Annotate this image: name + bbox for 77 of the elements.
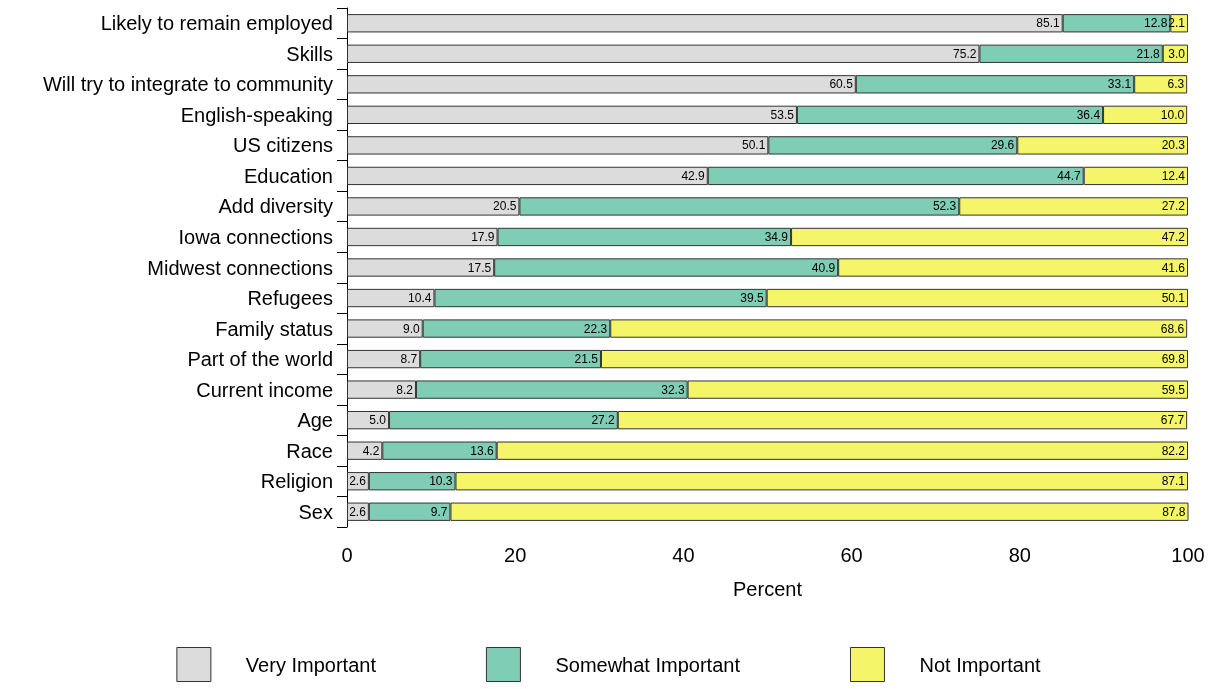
data-label: 82.2 xyxy=(1161,443,1186,458)
data-label: 8.7 xyxy=(400,352,418,367)
data-label: 6.3 xyxy=(1167,77,1185,92)
data-label: 87.8 xyxy=(1162,504,1186,519)
data-label: 33.1 xyxy=(1107,77,1132,92)
data-label: 10.3 xyxy=(429,474,453,489)
data-label: 17.5 xyxy=(467,260,492,275)
data-label: 36.4 xyxy=(1076,107,1101,122)
data-label: 68.6 xyxy=(1160,321,1185,336)
data-label: 2.6 xyxy=(349,504,367,519)
x-tick-label: 0 xyxy=(341,544,353,566)
data-label: 9.7 xyxy=(430,504,448,519)
x-tick-label: 40 xyxy=(672,544,695,566)
x-tick-label: 80 xyxy=(1008,544,1031,566)
data-label: 67.7 xyxy=(1160,413,1185,428)
data-label: 53.5 xyxy=(770,107,795,122)
y-tick-label: Refugees xyxy=(247,287,333,310)
data-label: 10.4 xyxy=(408,291,432,306)
data-label: 59.5 xyxy=(1161,382,1186,397)
data-label: 22.3 xyxy=(583,321,608,336)
data-label: 2.6 xyxy=(349,474,367,489)
data-label: 39.5 xyxy=(740,291,764,306)
y-tick-label: Iowa connections xyxy=(178,225,333,248)
data-label: 12.8 xyxy=(1143,16,1168,31)
data-label: 34.9 xyxy=(764,229,789,244)
y-tick-label: Age xyxy=(297,409,333,432)
y-tick-label: Part of the world xyxy=(187,348,333,371)
data-label: 60.5 xyxy=(829,77,854,92)
data-label: 17.9 xyxy=(471,229,495,244)
data-label: 10.0 xyxy=(1160,107,1185,122)
data-label: 52.3 xyxy=(932,199,957,214)
y-tick-label: Add diversity xyxy=(218,195,333,218)
data-label: 29.6 xyxy=(990,138,1015,153)
y-tick-label: Religion xyxy=(260,470,333,493)
data-label: 69.8 xyxy=(1161,352,1186,367)
data-label: 3.0 xyxy=(1168,46,1186,61)
legend-label: Somewhat Important xyxy=(555,653,741,676)
y-tick-label: Family status xyxy=(215,317,333,340)
y-tick-label: Midwest connections xyxy=(147,256,333,279)
data-label: 8.2 xyxy=(396,382,414,397)
data-label: 4.2 xyxy=(362,443,380,458)
x-tick-label: 100 xyxy=(1171,544,1205,566)
x-tick-label: 20 xyxy=(504,544,527,566)
y-tick-label: US citizens xyxy=(232,134,333,157)
data-label: 85.1 xyxy=(1036,16,1061,31)
data-label: 20.5 xyxy=(493,199,517,214)
y-tick-label: Likely to remain employed xyxy=(100,12,333,35)
data-label: 47.2 xyxy=(1161,229,1186,244)
data-label: 32.3 xyxy=(661,382,685,397)
data-label: 9.0 xyxy=(403,321,421,336)
data-label: 20.3 xyxy=(1161,138,1186,153)
data-label: 44.7 xyxy=(1057,168,1082,183)
legend-label: Very Important xyxy=(245,653,377,676)
data-label: 75.2 xyxy=(953,46,977,61)
y-tick-label: Will try to integrate to community xyxy=(42,73,333,96)
legend-label: Not Important xyxy=(919,653,1042,676)
data-label: 12.4 xyxy=(1161,168,1186,183)
data-label: 21.5 xyxy=(574,352,599,367)
data-label: 50.1 xyxy=(741,138,766,153)
data-label: 40.9 xyxy=(811,260,836,275)
data-label: 41.6 xyxy=(1161,260,1186,275)
y-tick-label: Current income xyxy=(196,378,333,401)
y-tick-label: Sex xyxy=(298,500,333,523)
x-tick-label: 60 xyxy=(840,544,863,566)
y-tick-label: Education xyxy=(244,164,333,187)
data-label: 50.1 xyxy=(1161,291,1186,306)
y-tick-label: Race xyxy=(286,439,333,462)
y-tick-label: Skills xyxy=(286,42,333,65)
data-label: 5.0 xyxy=(369,413,387,428)
data-label: 21.8 xyxy=(1136,46,1161,61)
data-label: 27.2 xyxy=(591,413,616,428)
data-label: 27.2 xyxy=(1161,199,1186,214)
data-label: 42.9 xyxy=(681,168,706,183)
data-label: 13.6 xyxy=(470,443,495,458)
y-tick-label: English-speaking xyxy=(180,103,333,126)
x-axis-title: Percent xyxy=(733,578,803,600)
data-label: 87.1 xyxy=(1161,474,1186,489)
